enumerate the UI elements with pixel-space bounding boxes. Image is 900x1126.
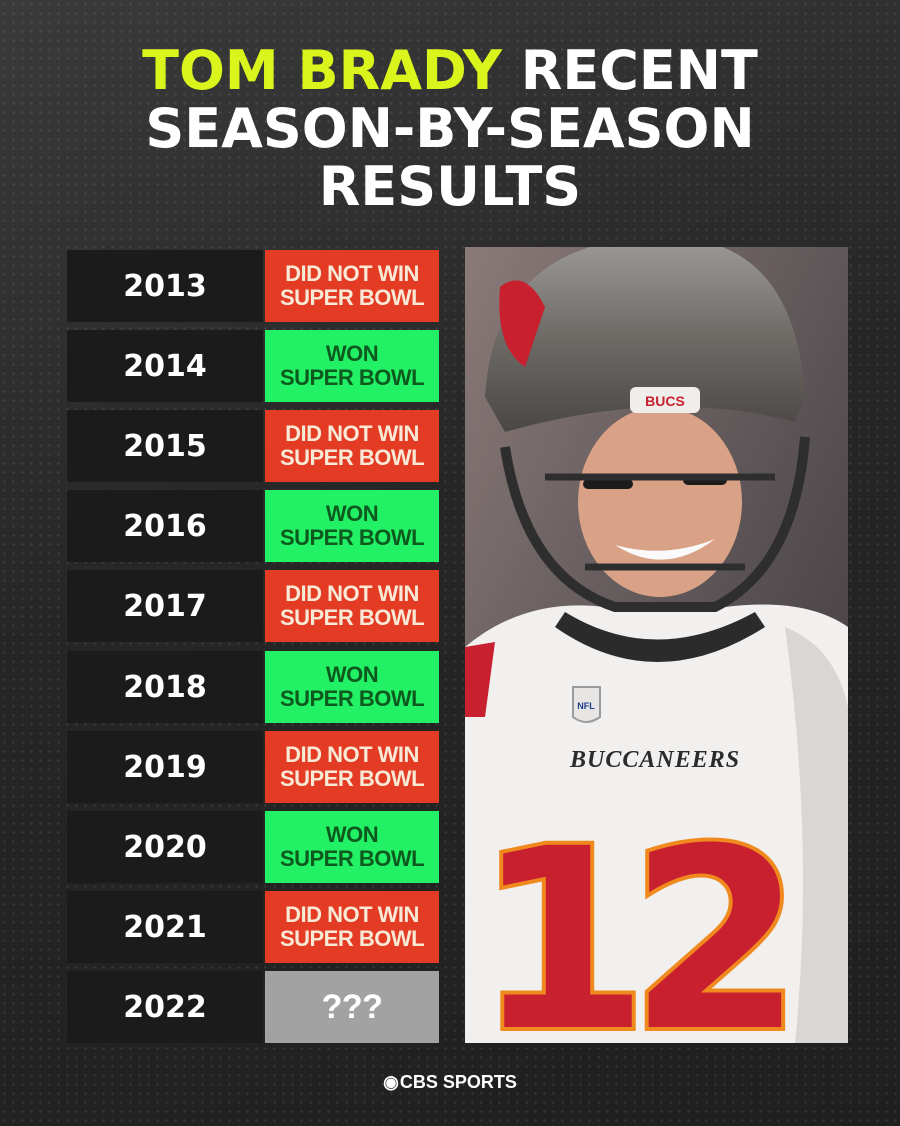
title-highlight: TOM BRADY — [142, 39, 502, 102]
season-year: 2013 — [67, 250, 263, 322]
season-row: 2014 WON SUPER BOWL — [67, 330, 439, 402]
season-result: WON SUPER BOWL — [265, 651, 439, 723]
title-line-1: TOM BRADY RECENT — [0, 42, 900, 100]
season-row: 2022 ??? — [67, 971, 439, 1043]
season-result: DID NOT WIN SUPER BOWL — [265, 410, 439, 482]
season-result: DID NOT WIN SUPER BOWL — [265, 250, 439, 322]
season-year: 2022 — [67, 971, 263, 1043]
helmet-shape — [485, 247, 805, 432]
season-year: 2021 — [67, 891, 263, 963]
jersey-number: 12 — [475, 795, 783, 1043]
season-year: 2018 — [67, 651, 263, 723]
nfl-badge-text: NFL — [577, 701, 595, 711]
season-row: 2018 WON SUPER BOWL — [67, 651, 439, 723]
jersey-shape — [465, 604, 848, 1043]
season-result: WON SUPER BOWL — [265, 490, 439, 562]
helmet-text: BUCS — [645, 393, 685, 409]
jersey-team-name: BUCCANEERS — [569, 747, 740, 773]
season-row: 2015 DID NOT WIN SUPER BOWL — [67, 410, 439, 482]
season-year: 2015 — [67, 410, 263, 482]
cbs-eye-icon: ◉ — [383, 1072, 399, 1092]
season-year: 2019 — [67, 731, 263, 803]
season-year: 2020 — [67, 811, 263, 883]
title-line-2: SEASON-BY-SEASON — [145, 97, 755, 160]
season-row: 2017 DID NOT WIN SUPER BOWL — [67, 570, 439, 642]
page-title: TOM BRADY RECENT SEASON-BY-SEASON RESULT… — [0, 42, 900, 216]
season-row: 2020 WON SUPER BOWL — [67, 811, 439, 883]
season-result: WON SUPER BOWL — [265, 330, 439, 402]
season-result: DID NOT WIN SUPER BOWL — [265, 731, 439, 803]
season-row: 2019 DID NOT WIN SUPER BOWL — [67, 731, 439, 803]
season-row: 2021 DID NOT WIN SUPER BOWL — [67, 891, 439, 963]
season-result: ??? — [265, 971, 439, 1043]
title-line-1-rest: RECENT — [501, 39, 758, 102]
season-row: 2016 WON SUPER BOWL — [67, 490, 439, 562]
player-illustration: BUCS NFL BUCCANEERS 12 — [465, 247, 848, 1043]
season-result: DID NOT WIN SUPER BOWL — [265, 570, 439, 642]
season-row: 2013 DID NOT WIN SUPER BOWL — [67, 250, 439, 322]
brand-name: CBS SPORTS — [399, 1072, 517, 1092]
season-year: 2016 — [67, 490, 263, 562]
player-photo: BUCS NFL BUCCANEERS 12 — [465, 247, 848, 1043]
title-line-3: RESULTS — [318, 155, 582, 218]
footer-brand: ◉CBS SPORTS — [0, 1072, 900, 1093]
season-year: 2017 — [67, 570, 263, 642]
season-year: 2014 — [67, 330, 263, 402]
season-result: DID NOT WIN SUPER BOWL — [265, 891, 439, 963]
season-result: WON SUPER BOWL — [265, 811, 439, 883]
